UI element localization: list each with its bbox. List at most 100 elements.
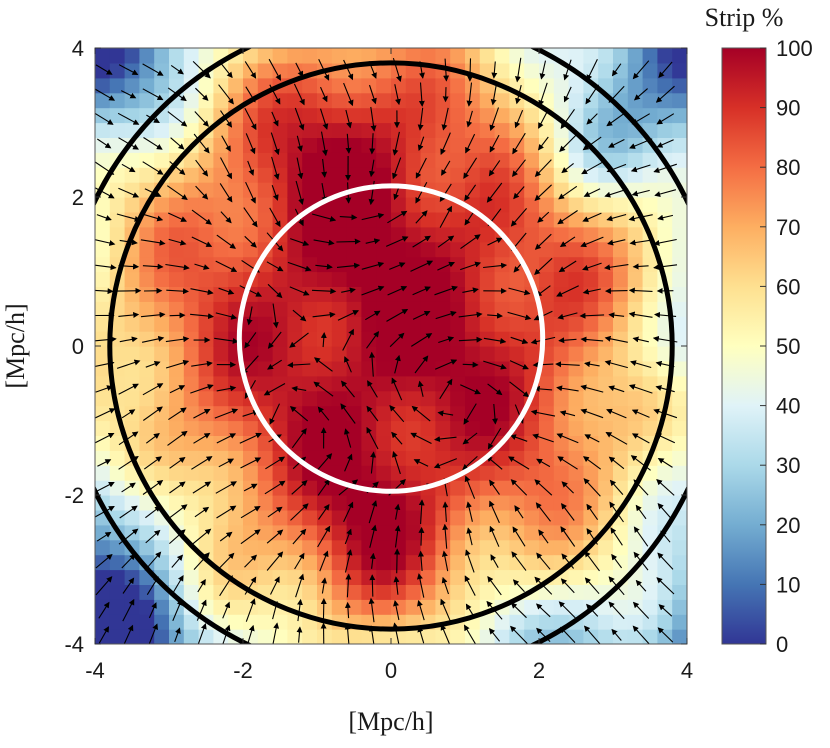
velocity-arrow xyxy=(95,64,113,75)
heatmap-cell xyxy=(228,584,244,600)
velocity-arrow xyxy=(368,597,375,623)
velocity-arrow xyxy=(653,238,677,246)
velocity-arrow xyxy=(656,479,675,496)
heatmap-cell xyxy=(465,286,481,302)
heatmap-cell xyxy=(553,241,570,258)
heatmap-cell xyxy=(568,286,584,302)
heatmap-cell xyxy=(331,197,348,213)
velocity-arrow xyxy=(411,333,433,347)
heatmap-cell xyxy=(479,509,496,526)
heatmap-cell xyxy=(450,331,466,347)
heatmap-cell xyxy=(154,271,170,287)
heatmap-cell xyxy=(139,92,155,109)
heatmap-cell xyxy=(553,197,570,213)
heatmap-cell xyxy=(257,509,274,526)
heatmap-cell xyxy=(124,271,140,287)
heatmap-cell xyxy=(243,420,259,436)
heatmap-cell xyxy=(346,375,362,392)
heatmap-cell xyxy=(346,346,362,362)
velocity-arrow xyxy=(95,288,114,295)
heatmap-cell xyxy=(361,495,377,511)
heatmap-cell xyxy=(672,62,687,79)
heatmap-cell xyxy=(331,629,348,644)
heatmap-cell xyxy=(302,524,318,541)
heatmap-cell xyxy=(391,346,407,362)
heatmap-cell xyxy=(435,390,451,407)
heatmap-cell xyxy=(642,182,658,198)
heatmap-cell xyxy=(287,420,303,436)
heatmap-cell xyxy=(257,197,274,213)
velocity-arrow xyxy=(630,360,652,369)
velocity-arrow xyxy=(606,408,627,419)
velocity-arrow xyxy=(336,238,361,245)
heatmap-cell xyxy=(257,360,274,377)
heatmap-cell xyxy=(420,77,436,94)
heatmap-cell xyxy=(243,614,259,630)
velocity-arrow xyxy=(289,406,309,422)
velocity-arrow xyxy=(221,135,231,152)
heatmap-cell xyxy=(124,152,140,168)
velocity-arrow xyxy=(369,133,376,155)
heatmap-cell xyxy=(509,375,525,392)
heatmap-cell xyxy=(272,390,288,407)
heatmap-cell xyxy=(657,495,673,511)
heatmap-cell xyxy=(109,480,126,496)
heatmap-cell xyxy=(391,137,407,153)
heatmap-cell xyxy=(479,346,496,362)
heatmap-cell xyxy=(139,614,155,630)
colorbar-tick-label: 80 xyxy=(776,155,800,180)
heatmap-cell xyxy=(568,77,584,94)
heatmap-cell xyxy=(124,390,140,407)
heatmap-cell xyxy=(169,614,185,630)
heatmap-cell xyxy=(154,539,170,556)
velocity-arrow xyxy=(266,261,284,272)
velocity-arrow xyxy=(194,506,210,518)
heatmap-cell xyxy=(672,539,687,556)
heatmap-cell xyxy=(613,316,629,332)
heatmap-cell xyxy=(524,211,540,228)
heatmap-cell xyxy=(553,450,570,466)
heatmap-cell xyxy=(420,271,436,287)
heatmap-cell xyxy=(642,480,658,496)
heatmap-cell xyxy=(243,241,259,258)
heatmap-cell xyxy=(583,465,599,481)
heatmap-cell xyxy=(257,480,274,496)
velocity-arrow xyxy=(658,61,673,78)
heatmap-cell xyxy=(465,271,481,287)
heatmap-cell xyxy=(139,241,155,258)
heatmap-cell xyxy=(420,92,436,109)
heatmap-cell xyxy=(287,495,303,511)
velocity-arrow xyxy=(216,505,237,519)
heatmap-cell xyxy=(672,107,687,124)
heatmap-cell xyxy=(183,450,200,466)
velocity-arrow xyxy=(368,500,378,524)
velocity-arrow xyxy=(120,90,137,99)
heatmap-cell xyxy=(109,465,126,481)
heatmap-cell xyxy=(479,241,496,258)
velocity-arrow xyxy=(342,328,354,351)
heatmap-cell xyxy=(257,152,274,168)
heatmap-cell xyxy=(435,450,451,466)
heatmap-cell xyxy=(257,554,274,571)
heatmap-cell xyxy=(672,92,687,109)
heatmap-cell xyxy=(613,450,629,466)
heatmap-cell xyxy=(346,569,362,585)
heatmap-cell xyxy=(139,316,155,332)
velocity-arrow xyxy=(319,108,329,130)
velocity-arrow xyxy=(510,479,528,496)
heatmap-cell xyxy=(405,629,422,644)
heatmap-cell xyxy=(257,301,274,317)
velocity-arrow xyxy=(167,212,188,222)
heatmap-cell xyxy=(331,420,348,436)
velocity-arrow xyxy=(369,524,377,548)
heatmap-cell xyxy=(243,450,259,466)
heatmap-cell xyxy=(228,509,244,526)
heatmap-cell xyxy=(376,629,392,644)
heatmap-cell xyxy=(109,226,126,243)
heatmap-cell xyxy=(287,465,303,481)
heatmap-cell xyxy=(302,390,318,407)
velocity-arrow xyxy=(341,287,356,294)
velocity-arrow xyxy=(441,107,449,131)
heatmap-cell xyxy=(494,137,510,153)
heatmap-cell xyxy=(465,167,481,183)
